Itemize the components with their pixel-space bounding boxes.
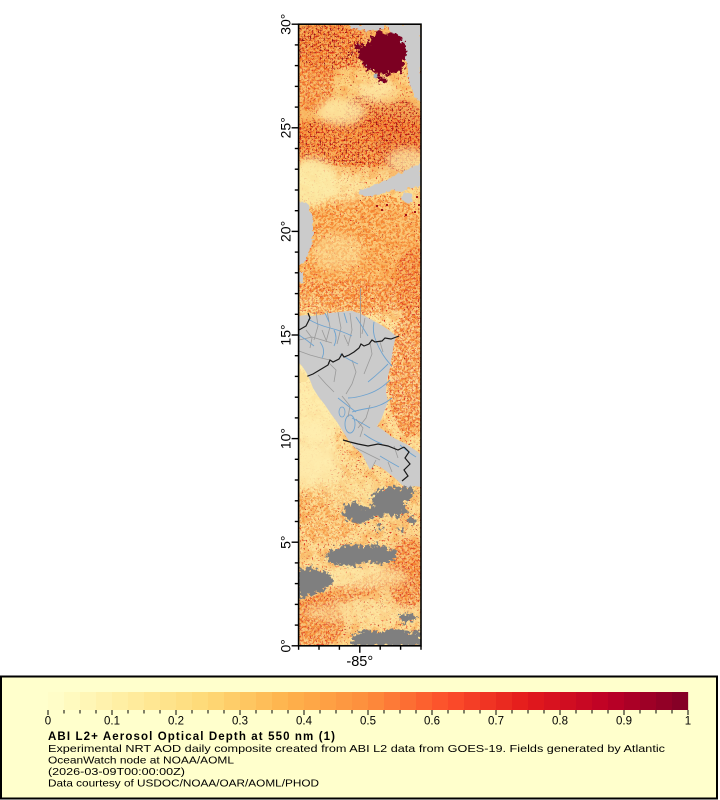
svg-text:ABI L2+ Aerosol Optical Depth: ABI L2+ Aerosol Optical Depth at 550 nm … (48, 731, 335, 743)
svg-text:0.8: 0.8 (552, 716, 568, 728)
svg-text:0°: 0° (278, 639, 294, 652)
svg-text:0.4: 0.4 (296, 716, 313, 728)
svg-text:20°: 20° (278, 221, 294, 242)
svg-text:0.9: 0.9 (616, 716, 632, 728)
svg-text:10°: 10° (278, 428, 294, 449)
svg-text:OceanWatch node at NOAA/AOML: OceanWatch node at NOAA/AOML (48, 755, 234, 767)
svg-text:15°: 15° (278, 324, 294, 345)
svg-text:0.2: 0.2 (168, 716, 184, 728)
svg-text:30°: 30° (278, 14, 294, 35)
svg-text:5°: 5° (278, 536, 294, 549)
svg-text:0.7: 0.7 (488, 716, 504, 728)
svg-text:0.3: 0.3 (232, 716, 248, 728)
svg-text:25°: 25° (278, 117, 294, 138)
svg-text:0.5: 0.5 (360, 716, 376, 728)
svg-text:0.1: 0.1 (104, 716, 120, 728)
svg-text:1: 1 (685, 716, 691, 728)
svg-text:0.6: 0.6 (424, 716, 440, 728)
svg-text:Experimental NRT AOD daily com: Experimental NRT AOD daily composite cre… (48, 743, 665, 755)
svg-text:0: 0 (45, 716, 51, 728)
svg-text:(2026-03-09T00:00:00Z): (2026-03-09T00:00:00Z) (48, 766, 185, 778)
svg-text:Data courtesy of USDOC/NOAA/OA: Data courtesy of USDOC/NOAA/OAR/AOML/PHO… (48, 777, 319, 789)
svg-text:-85°: -85° (346, 654, 373, 670)
